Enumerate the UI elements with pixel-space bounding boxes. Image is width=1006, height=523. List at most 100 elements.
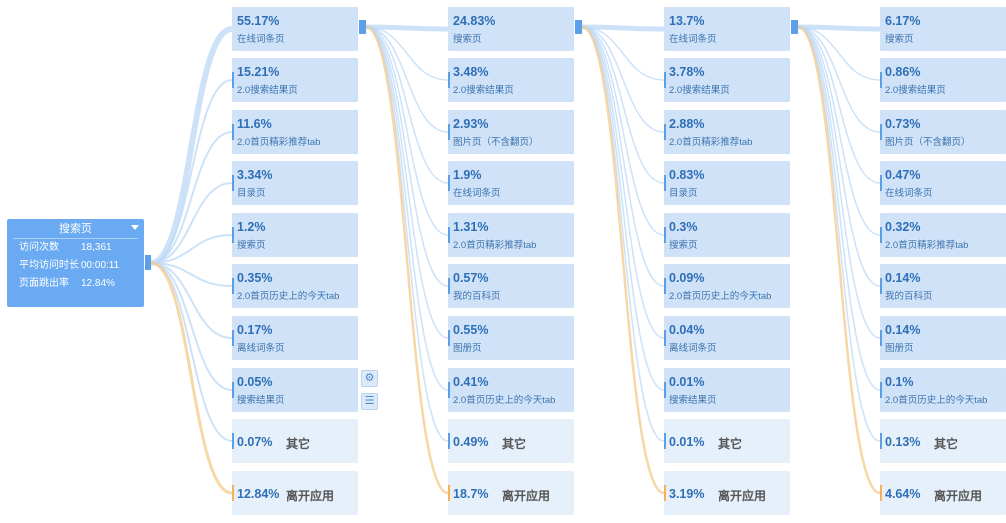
flow-curve [365,26,449,287]
node-percentage: 3.34% [237,168,273,182]
metric-value: 00:00:11 [81,260,120,271]
page-node-card[interactable]: 1.9% 在线词条页 [448,161,574,205]
node-label: 其它 [286,437,311,451]
page-node-card[interactable]: 6.17% 搜索页 [880,7,1006,51]
metric-label: 页面跳出率 [19,278,69,289]
settings-button[interactable]: ⚙ [361,370,378,387]
page-node-card[interactable]: 15.21% 2.0搜索结果页 [232,58,358,102]
page-node-card[interactable]: 0.04% 离线词条页 [664,316,790,360]
flow-endpoint [880,485,882,501]
node-percentage: 0.14% [885,323,921,337]
list-button[interactable]: ☰ [361,393,378,410]
node-expand-handle[interactable] [575,20,582,34]
node-percentage: 0.73% [885,117,921,131]
metric-label: 访问次数 [19,242,59,253]
node-percentage: 0.01% [669,375,705,389]
node-percentage: 1.9% [453,168,482,182]
root-node-handle[interactable] [145,255,151,270]
page-node-card[interactable]: 0.05% 搜索结果页 [232,368,358,412]
flow-curve [581,24,665,32]
flow-endpoint [664,72,666,88]
node-percentage: 3.78% [669,65,705,79]
page-node-card[interactable]: 0.1% 2.0首页历史上的今天tab [880,368,1006,412]
flow-endpoint [232,124,234,140]
metric-label: 平均访问时长 [19,260,79,271]
node-percentage: 4.64% [885,487,921,501]
node-label: 图册页 [885,343,914,354]
node-label: 搜索页 [885,34,914,45]
node-percentage: 0.41% [453,375,489,389]
other-node-card[interactable]: 0.13% 其它 [880,419,1006,463]
node-label: 离线词条页 [669,343,717,354]
flow-curve [581,26,665,339]
flow-endpoint [880,330,882,346]
page-node-card[interactable]: 1.31% 2.0首页精彩推荐tab [448,213,574,257]
node-percentage: 2.93% [453,117,489,131]
list-icon: ☰ [364,395,375,407]
page-node-card[interactable]: 11.6% 2.0首页精彩推荐tab [232,110,358,154]
node-label: 图片页（不含翻页） [885,137,971,148]
page-node-card[interactable]: 0.73% 图片页（不含翻页） [880,110,1006,154]
node-percentage: 12.84% [237,487,280,501]
node-percentage: 24.83% [453,14,496,28]
flow-endpoint [448,175,450,191]
flow-endpoint [448,485,450,501]
node-expand-handle[interactable] [791,20,798,34]
other-node-card[interactable]: 0.49% 其它 [448,419,574,463]
flow-curve [581,26,665,442]
page-node-card[interactable]: 2.88% 2.0首页精彩推荐tab [664,110,790,154]
page-node-card[interactable]: 0.01% 搜索结果页 [664,368,790,412]
page-node-card[interactable]: 55.17% 在线词条页 [232,7,358,51]
node-expand-handle[interactable] [359,20,366,34]
node-label: 离线词条页 [237,343,285,354]
page-node-card[interactable]: 0.86% 2.0搜索结果页 [880,58,1006,102]
chevron-down-icon[interactable] [131,225,139,230]
page-node-card[interactable]: 0.35% 2.0首页历史上的今天tab [232,264,358,308]
page-node-card[interactable]: 0.32% 2.0首页精彩推荐tab [880,213,1006,257]
flow-curve [150,131,233,264]
page-node-card[interactable]: 0.55% 图册页 [448,316,574,360]
page-node-card[interactable]: 0.14% 我的百科页 [880,264,1006,308]
flow-endpoint [664,330,666,346]
node-percentage: 0.49% [453,435,489,449]
page-node-card[interactable]: 3.48% 2.0搜索结果页 [448,58,574,102]
node-percentage: 2.88% [669,117,705,131]
page-node-card[interactable]: 0.3% 搜索页 [664,213,790,257]
node-percentage: 15.21% [237,65,280,79]
page-node-card[interactable]: 0.09% 2.0首页历史上的今天tab [664,264,790,308]
page-node-card[interactable]: 2.93% 图片页（不含翻页） [448,110,574,154]
flow-endpoint [880,124,882,140]
exit-node-card[interactable]: 18.7% 离开应用 [448,471,574,515]
flow-endpoint [232,72,234,88]
flow-endpoint [664,382,666,398]
page-node-card[interactable]: 0.41% 2.0首页历史上的今天tab [448,368,574,412]
flow-endpoint [232,278,234,294]
node-label: 2.0首页历史上的今天tab [237,291,340,302]
root-node-card[interactable]: 搜索页 访问次数 18,361 平均访问时长 00:00:11 页面跳出率 12… [7,219,144,307]
node-label: 离开应用 [286,489,335,503]
flow-endpoint [664,227,666,243]
page-node-card[interactable]: 0.17% 离线词条页 [232,316,358,360]
page-node-card[interactable]: 0.14% 图册页 [880,316,1006,360]
page-node-card[interactable]: 0.57% 我的百科页 [448,264,574,308]
flow-curve [797,26,881,339]
flow-curve [797,26,881,287]
exit-node-card[interactable]: 3.19% 离开应用 [664,471,790,515]
exit-node-card[interactable]: 4.64% 离开应用 [880,471,1006,515]
page-node-card[interactable]: 0.83% 目录页 [664,161,790,205]
page-node-card[interactable]: 3.78% 2.0搜索结果页 [664,58,790,102]
other-node-card[interactable]: 0.07% 其它 [232,419,358,463]
flow-curve [150,182,233,264]
page-node-card[interactable]: 13.7% 在线词条页 [664,7,790,51]
node-percentage: 0.07% [237,435,273,449]
other-node-card[interactable]: 0.01% 其它 [664,419,790,463]
page-node-card[interactable]: 0.47% 在线词条页 [880,161,1006,205]
exit-node-card[interactable]: 12.84% 离开应用 [232,471,358,515]
node-label: 在线词条页 [237,34,285,45]
page-node-card[interactable]: 3.34% 目录页 [232,161,358,205]
page-node-card[interactable]: 1.2% 搜索页 [232,213,358,257]
node-label: 离开应用 [502,489,551,503]
node-percentage: 1.31% [453,220,489,234]
flow-curve [797,24,881,32]
page-node-card[interactable]: 24.83% 搜索页 [448,7,574,51]
